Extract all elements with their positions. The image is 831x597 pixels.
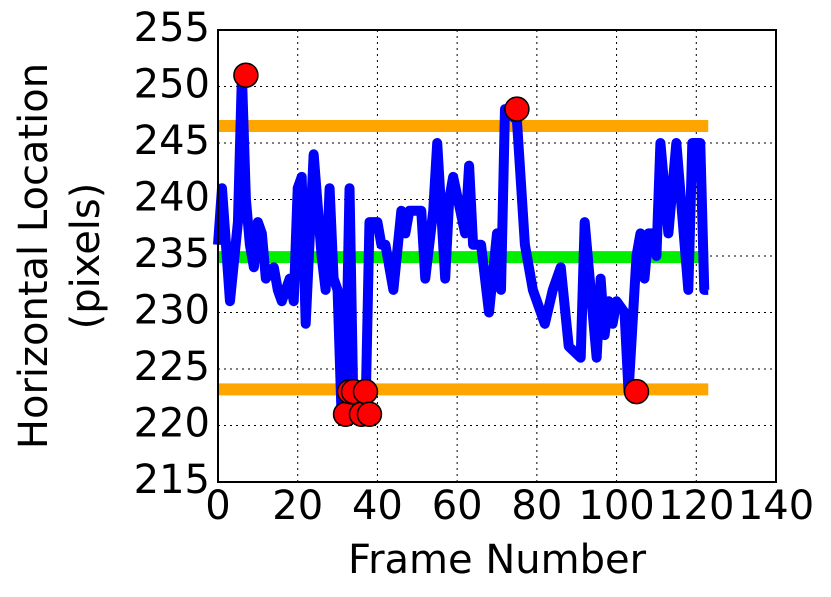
x-tick-label: 80 xyxy=(511,483,562,529)
outlier-point xyxy=(352,378,379,405)
outlier-point xyxy=(504,96,530,122)
x-tick-label: 120 xyxy=(658,483,734,529)
y-axis-label: (pixels) xyxy=(63,183,109,330)
y-tick-label: 220 xyxy=(134,401,210,447)
y-tick-label: 240 xyxy=(134,175,210,221)
x-tick-label: 0 xyxy=(205,483,230,529)
outlier-point xyxy=(623,378,650,405)
y-tick-label: 215 xyxy=(134,457,210,503)
y-tick-label: 225 xyxy=(134,344,210,390)
x-tick-label: 60 xyxy=(432,483,483,529)
data-line xyxy=(213,70,710,420)
x-tick-label: 40 xyxy=(352,483,403,529)
y-tick-label: 245 xyxy=(134,118,210,164)
y-tick-label: 255 xyxy=(134,5,210,51)
x-axis-label: Frame Number xyxy=(348,537,647,583)
x-tick-label: 100 xyxy=(578,483,654,529)
outlier-point xyxy=(356,401,383,427)
x-tick-label: 140 xyxy=(738,483,814,529)
y-axis-label: Horizontal Location xyxy=(11,63,57,449)
y-tick-label: 235 xyxy=(134,231,210,277)
plot-frame xyxy=(217,29,777,483)
y-tick-label: 230 xyxy=(134,288,210,334)
outlier-point xyxy=(233,62,259,88)
y-tick-label: 250 xyxy=(134,62,210,108)
x-tick-label: 20 xyxy=(272,483,323,529)
